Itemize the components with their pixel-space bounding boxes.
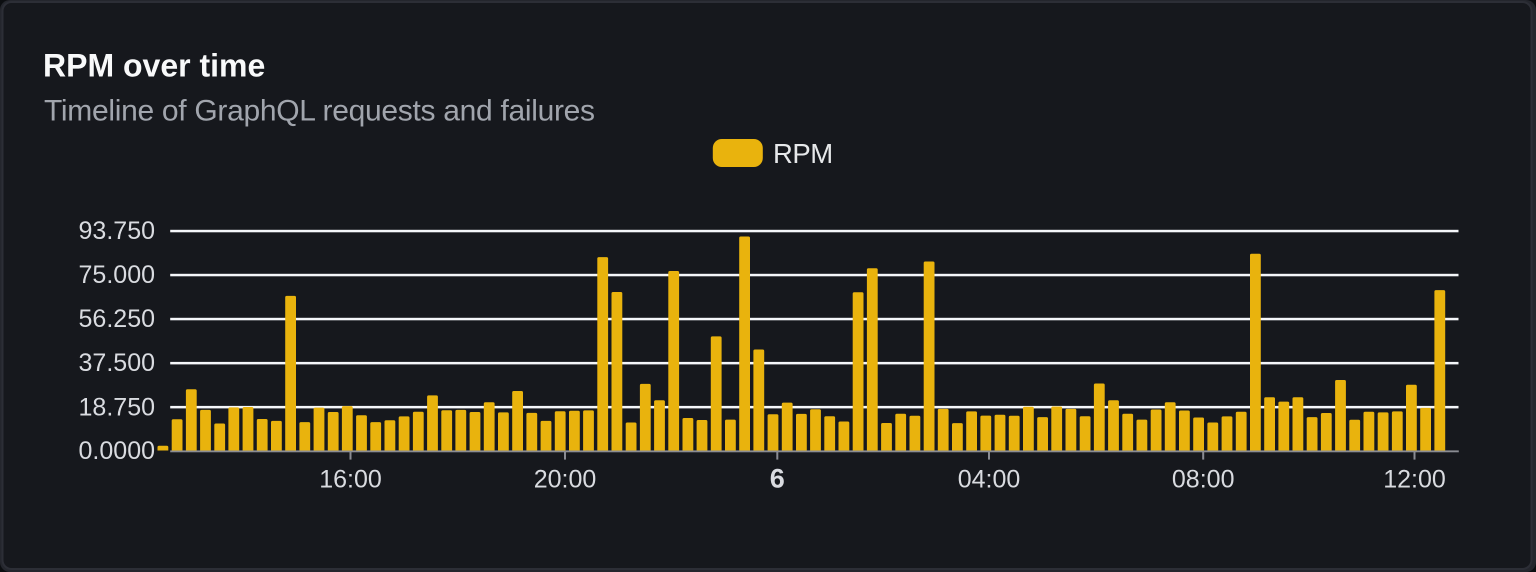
svg-text:75.000: 75.000 [79,261,155,289]
svg-text:12:00: 12:00 [1383,465,1446,493]
svg-text:18.750: 18.750 [79,393,155,421]
svg-text:08:00: 08:00 [1172,465,1235,493]
svg-text:6: 6 [770,463,785,493]
svg-text:04:00: 04:00 [958,465,1021,493]
svg-text:RPM over time: RPM over time [43,47,265,83]
svg-text:56.250: 56.250 [79,305,155,333]
svg-text:0.0000: 0.0000 [79,437,155,465]
svg-text:20:00: 20:00 [534,465,597,493]
svg-text:93.750: 93.750 [79,217,155,245]
svg-text:Timeline of GraphQL requests a: Timeline of GraphQL requests and failure… [44,95,595,128]
svg-text:RPM: RPM [773,138,833,169]
svg-text:37.500: 37.500 [79,349,155,377]
svg-text:16:00: 16:00 [319,465,382,493]
